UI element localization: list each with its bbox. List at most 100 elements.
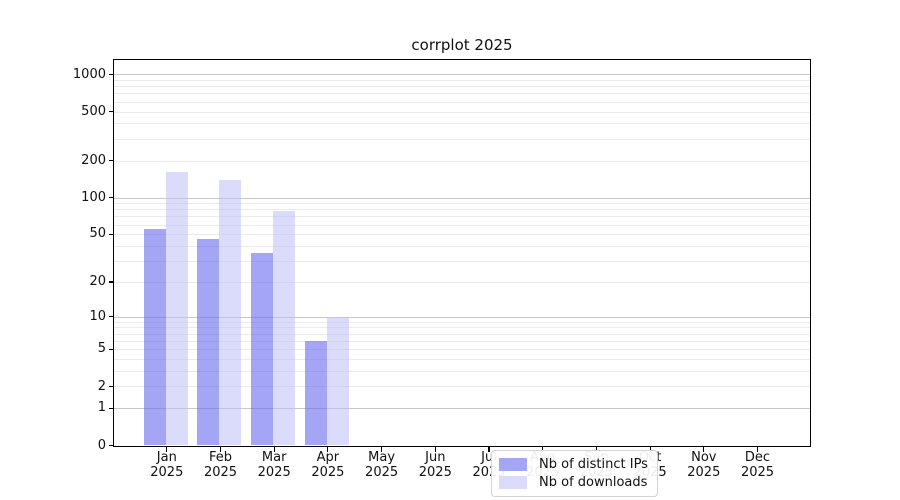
- gridline-major: [114, 408, 810, 410]
- x-tick-month: Jan: [156, 450, 177, 465]
- x-tick-mark: [488, 447, 490, 452]
- legend-item-distinct-ips: Nb of distinct IPs: [499, 455, 657, 473]
- y-tick-label: 10: [89, 308, 106, 324]
- bar-distinct-ips: [304, 340, 327, 446]
- gridline-minor: [114, 86, 810, 88]
- gridline-minor: [114, 111, 810, 113]
- legend-swatch-distinct-ips: [499, 457, 527, 471]
- x-tick-label: Feb 2025: [189, 450, 253, 480]
- y-tick-label: 0: [97, 437, 106, 453]
- gridline-minor: [114, 79, 810, 81]
- gridline-minor: [114, 333, 810, 335]
- y-tick-mark: [108, 197, 114, 199]
- y-tick-mark: [108, 348, 114, 350]
- bar-downloads: [219, 179, 242, 446]
- y-tick-mark: [108, 73, 114, 76]
- gridline-minor: [114, 93, 810, 95]
- y-tick-mark: [108, 281, 114, 283]
- gridline-minor: [114, 160, 810, 162]
- gridline-minor: [114, 216, 810, 218]
- x-tick-mark: [166, 447, 168, 452]
- gridline-minor: [114, 358, 810, 360]
- x-tick-month: Apr: [316, 450, 340, 465]
- x-tick-mark: [595, 447, 597, 452]
- legend: Nb of distinct IPs Nb of downloads: [491, 450, 658, 497]
- x-tick-year: 2025: [740, 465, 775, 480]
- x-tick-mark: [649, 447, 651, 452]
- chart-title: corrplot 2025: [411, 36, 513, 54]
- y-tick-mark: [108, 233, 114, 235]
- y-tick-label: 2: [97, 378, 106, 394]
- x-tick-mark: [756, 447, 759, 452]
- x-tick-month: Feb: [208, 450, 233, 465]
- y-tick-label: 200: [81, 152, 106, 168]
- y-tick-mark: [108, 407, 114, 409]
- y-tick-mark: [108, 160, 114, 162]
- gridline-minor: [114, 245, 810, 247]
- gridline-minor: [114, 370, 810, 372]
- plot-area: Nb of distinct IPs Nb of downloads: [113, 59, 811, 497]
- gridline-minor: [114, 386, 810, 388]
- y-tick-mark: [108, 385, 114, 388]
- x-tick-month: Dec: [744, 450, 771, 465]
- y-tick-label: 5: [97, 341, 106, 357]
- x-tick-label: Jan 2025: [135, 450, 199, 480]
- x-tick-year: 2025: [418, 465, 452, 480]
- y-tick-mark: [108, 111, 114, 113]
- x-tick-year: 2025: [257, 465, 291, 480]
- y-tick-label: 1: [97, 400, 106, 416]
- gridline-minor: [114, 123, 810, 125]
- x-tick-label: May 2025: [350, 450, 414, 480]
- x-tick-mark: [273, 447, 275, 452]
- x-tick-year: 2025: [311, 465, 345, 480]
- gridline-minor: [114, 349, 810, 351]
- x-tick-month: Nov: [691, 450, 717, 465]
- x-tick-month: Jun: [425, 450, 446, 465]
- gridline-minor: [114, 281, 810, 283]
- y-tick-label: 20: [89, 274, 106, 289]
- x-tick-mark: [327, 447, 329, 452]
- gridline-major: [114, 316, 810, 318]
- x-tick-year: 2025: [687, 465, 721, 480]
- x-tick-month: Mar: [261, 450, 287, 465]
- bar-distinct-ips: [251, 252, 273, 446]
- x-tick-label: Jun 2025: [403, 450, 467, 480]
- x-tick-label: Apr 2025: [296, 450, 360, 480]
- gridline-minor: [114, 101, 810, 103]
- x-tick-year: 2025: [203, 465, 238, 480]
- legend-label-distinct-ips: Nb of distinct IPs: [539, 456, 648, 472]
- legend-swatch-downloads: [499, 475, 527, 489]
- x-tick-label: Mar 2025: [242, 450, 306, 480]
- gridline-major: [114, 197, 810, 199]
- bar-distinct-ips: [197, 238, 220, 446]
- y-tick-mark: [108, 316, 114, 318]
- y-tick-mark: [108, 444, 114, 447]
- y-tick-label: 50: [89, 226, 106, 242]
- bar-distinct-ips: [143, 229, 166, 446]
- x-tick-mark: [381, 447, 383, 452]
- x-tick-label: Dec 2025: [726, 450, 790, 480]
- x-tick-mark: [434, 447, 436, 452]
- gridline-minor: [114, 340, 810, 342]
- legend-item-downloads: Nb of downloads: [499, 473, 657, 491]
- gridline-minor: [114, 203, 810, 205]
- y-tick-label: 100: [81, 189, 106, 205]
- x-tick-mark: [219, 447, 222, 452]
- gridline-major: [114, 74, 810, 76]
- x-tick-year: 2025: [365, 465, 399, 480]
- x-tick-label: Nov 2025: [672, 450, 736, 480]
- y-tick-label: 1000: [72, 66, 106, 82]
- x-tick-month: May: [368, 450, 396, 465]
- x-tick-mark: [703, 447, 705, 452]
- gridline-minor: [114, 209, 810, 211]
- gridline-minor: [114, 260, 810, 262]
- bar-downloads: [273, 210, 295, 446]
- gridline-minor: [114, 224, 810, 226]
- legend-label-downloads: Nb of downloads: [539, 474, 648, 490]
- gridline-minor: [114, 327, 810, 329]
- gridline-minor: [114, 234, 810, 236]
- y-tick-label: 500: [81, 103, 106, 119]
- bar-downloads: [326, 316, 349, 446]
- gridline-minor: [114, 138, 810, 140]
